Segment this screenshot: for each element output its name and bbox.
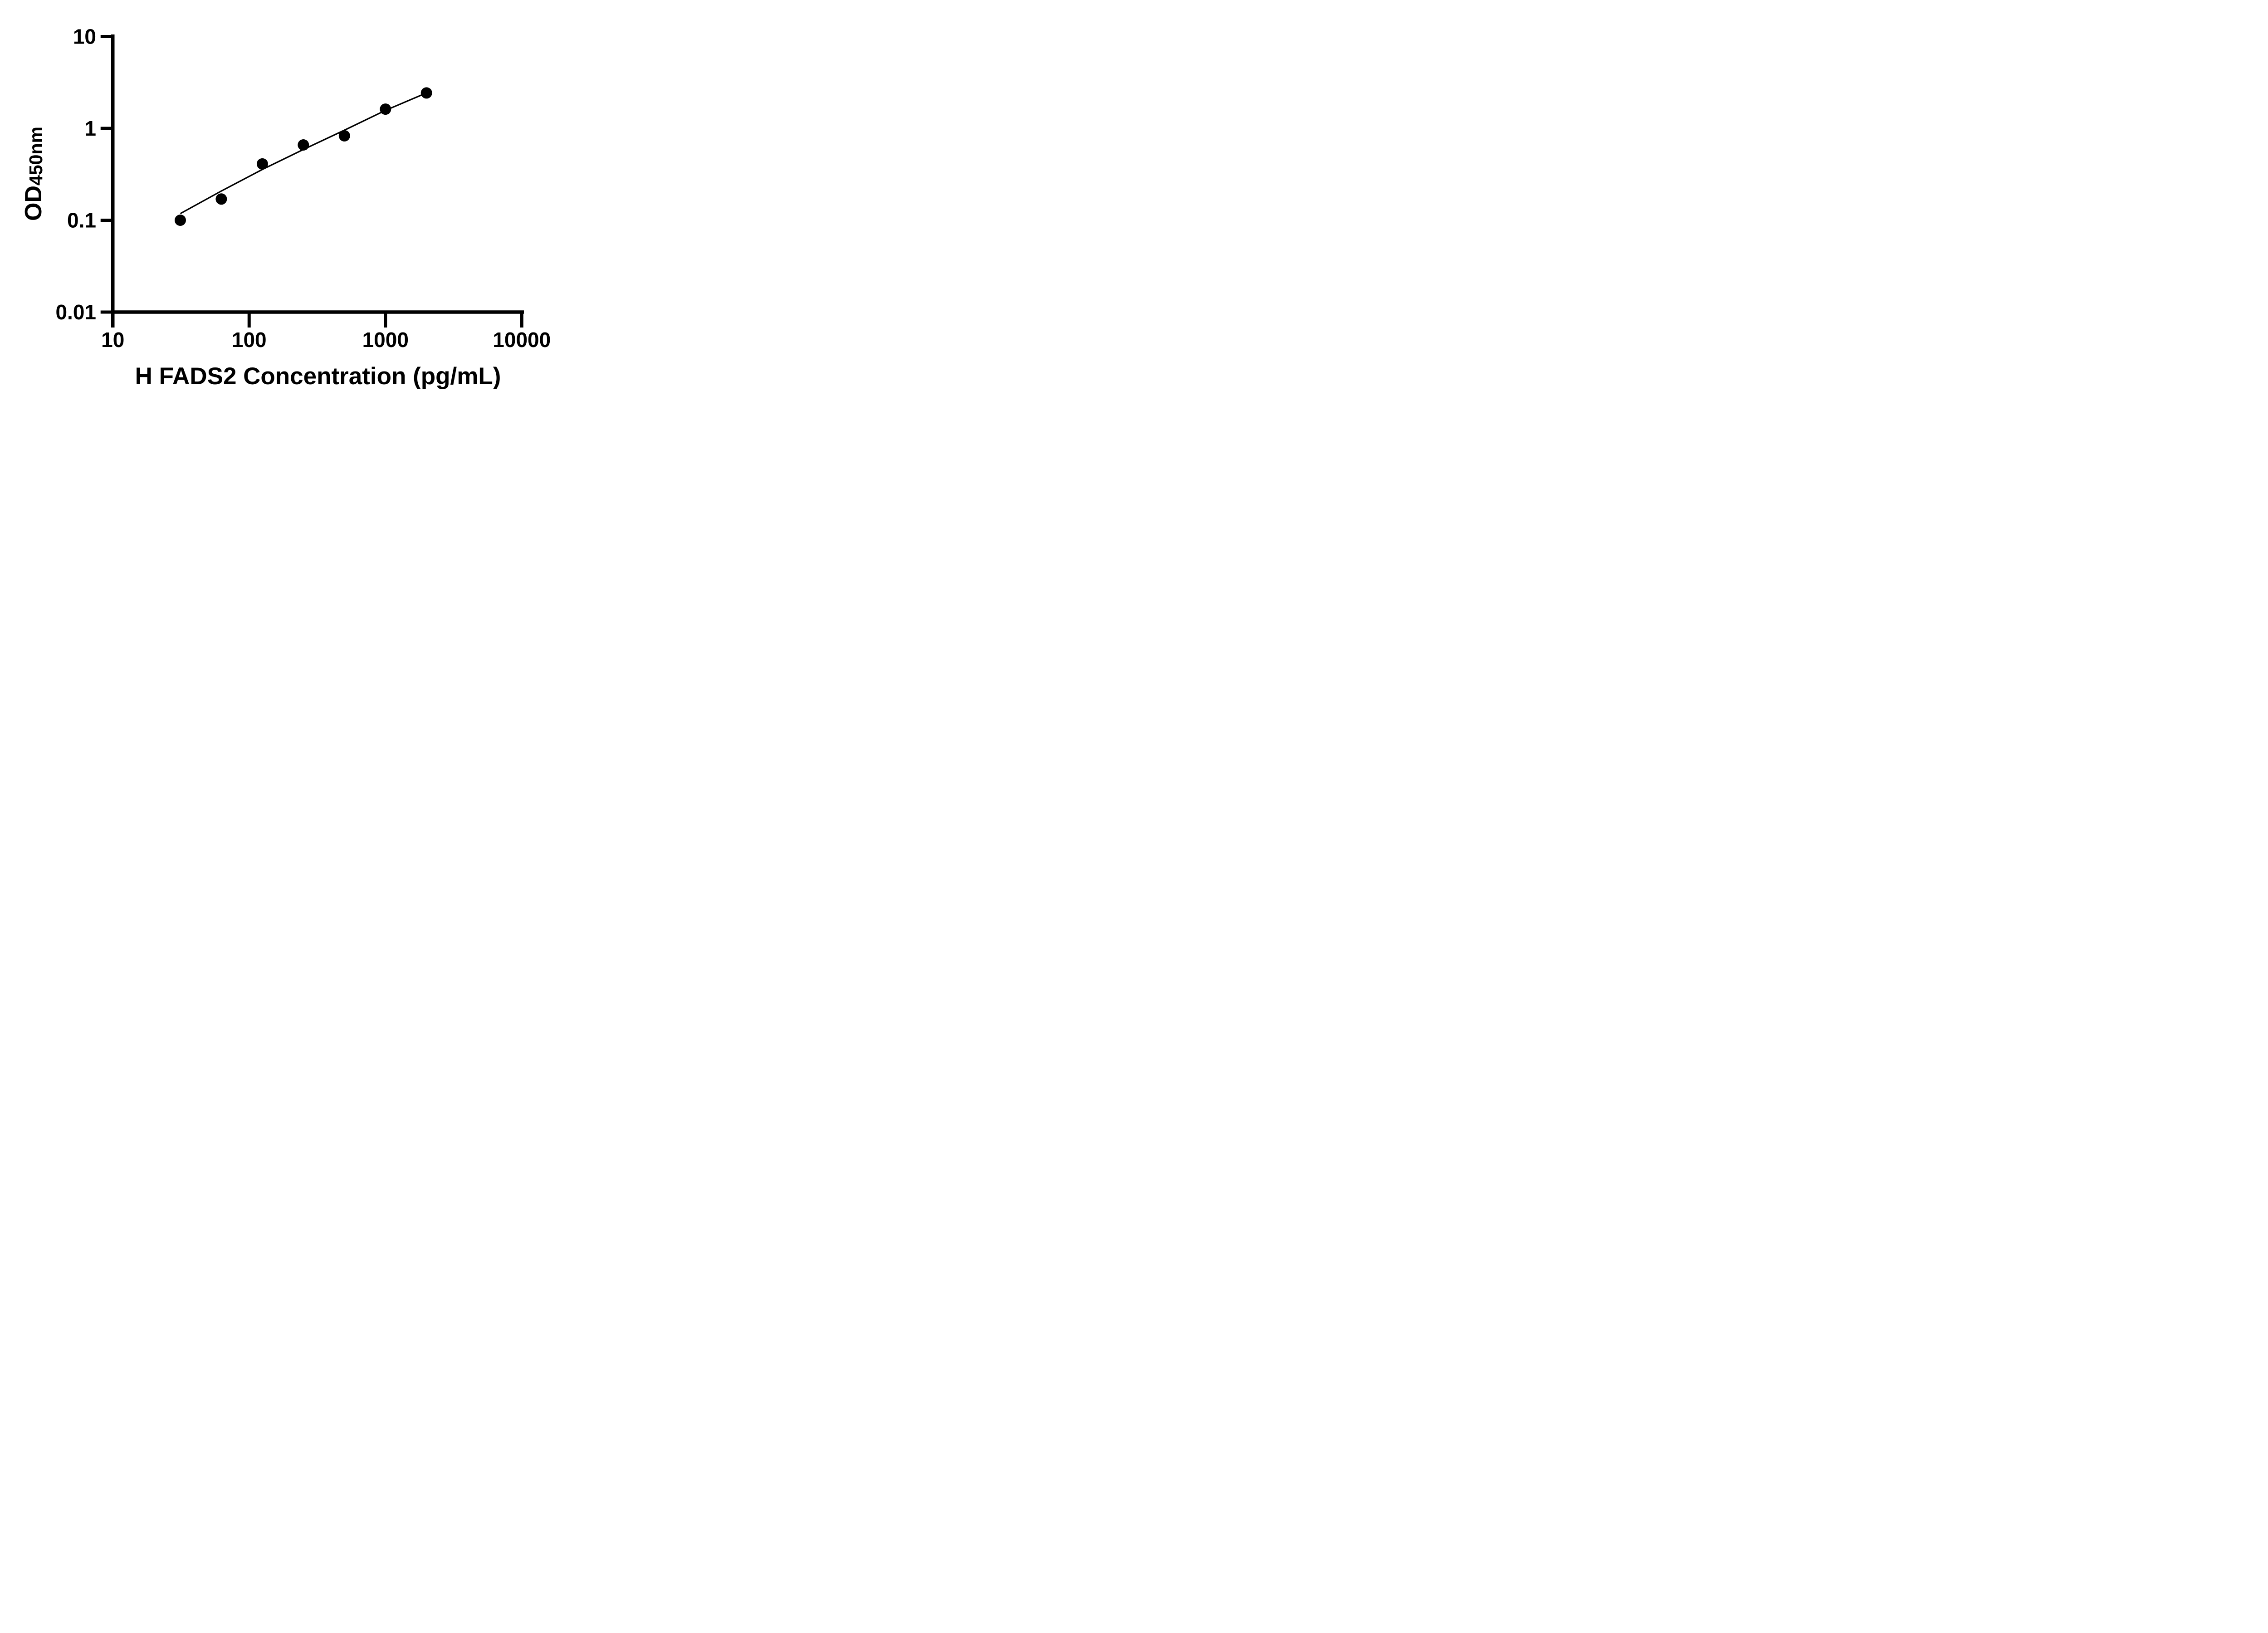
y-tick-label: 0.01 (55, 300, 96, 324)
y-axis-title-subscript: 450nm (25, 127, 46, 186)
data-point (215, 193, 227, 205)
data-point (380, 103, 391, 115)
y-axis-title: OD450nm (20, 127, 47, 221)
data-point (420, 87, 432, 99)
x-tick-label: 10000 (493, 328, 551, 352)
data-point (256, 158, 268, 170)
x-axis-title: H FADS2 Concentration (pg/mL) (135, 363, 501, 390)
y-tick-label: 1 (84, 117, 96, 140)
data-point (338, 130, 350, 142)
chart-page: 10 100 1000 10000 10 1 0.1 0.01 H FADS2 Concent… (0, 0, 583, 408)
y-axis-title-main: OD (20, 185, 47, 221)
x-tick-label: 100 (232, 328, 267, 352)
data-point (298, 139, 309, 151)
x-tick-label: 1000 (362, 328, 409, 352)
y-tick-label: 10 (73, 25, 96, 49)
y-tick-label: 0.1 (67, 209, 96, 232)
x-tick-label: 10 (101, 328, 124, 352)
plot-canvas: 10 100 1000 10000 10 1 0.1 0.01 (55, 25, 551, 352)
data-point (175, 215, 186, 226)
